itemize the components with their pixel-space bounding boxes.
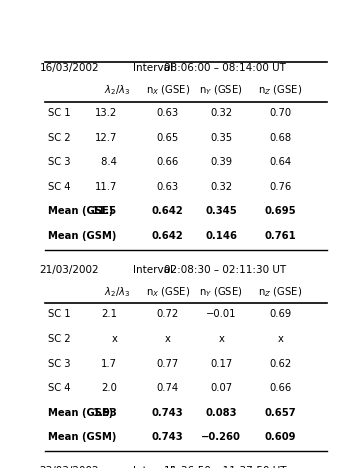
Text: 23/03/2002: 23/03/2002 bbox=[40, 466, 99, 468]
Text: x: x bbox=[165, 334, 171, 344]
Text: 0.66: 0.66 bbox=[156, 157, 179, 167]
Text: n$_Y$ (GSE): n$_Y$ (GSE) bbox=[199, 285, 243, 299]
Text: Mean (GSM): Mean (GSM) bbox=[48, 432, 117, 442]
Text: Interval:: Interval: bbox=[132, 265, 176, 275]
Text: 12.7: 12.7 bbox=[95, 132, 117, 143]
Text: SC 2: SC 2 bbox=[48, 334, 71, 344]
Text: 0.609: 0.609 bbox=[265, 432, 296, 442]
Text: x: x bbox=[111, 334, 117, 344]
Text: −0.01: −0.01 bbox=[206, 309, 236, 320]
Text: 0.146: 0.146 bbox=[205, 231, 237, 241]
Text: n$_X$ (GSE): n$_X$ (GSE) bbox=[146, 84, 190, 97]
Text: 2.1: 2.1 bbox=[101, 309, 117, 320]
Text: 8.4: 8.4 bbox=[98, 157, 117, 167]
Text: 0.65: 0.65 bbox=[156, 132, 179, 143]
Text: n$_Y$ (GSE): n$_Y$ (GSE) bbox=[199, 84, 243, 97]
Text: 0.083: 0.083 bbox=[205, 408, 237, 417]
Text: SC 4: SC 4 bbox=[48, 182, 71, 191]
Text: $\lambda_2/\lambda_3$: $\lambda_2/\lambda_3$ bbox=[104, 285, 130, 299]
Text: 2.0: 2.0 bbox=[101, 383, 117, 393]
Text: n$_Z$ (GSE): n$_Z$ (GSE) bbox=[258, 285, 302, 299]
Text: n$_X$ (GSE): n$_X$ (GSE) bbox=[146, 285, 190, 299]
Text: SC 3: SC 3 bbox=[48, 157, 71, 167]
Text: SC 1: SC 1 bbox=[48, 108, 71, 118]
Text: 0.35: 0.35 bbox=[210, 132, 232, 143]
Text: 0.70: 0.70 bbox=[269, 108, 291, 118]
Text: 0.63: 0.63 bbox=[157, 108, 179, 118]
Text: $\lambda_2/\lambda_3$: $\lambda_2/\lambda_3$ bbox=[104, 84, 130, 97]
Text: 11.7: 11.7 bbox=[95, 182, 117, 191]
Text: 1.7: 1.7 bbox=[101, 358, 117, 368]
Text: 0.695: 0.695 bbox=[265, 206, 296, 216]
Text: 0.64: 0.64 bbox=[269, 157, 291, 167]
Text: n$_Z$ (GSE): n$_Z$ (GSE) bbox=[258, 84, 302, 97]
Text: 0.07: 0.07 bbox=[210, 383, 232, 393]
Text: 0.72: 0.72 bbox=[156, 309, 179, 320]
Text: −0.260: −0.260 bbox=[201, 432, 241, 442]
Text: 1.93: 1.93 bbox=[92, 408, 117, 417]
Text: 0.77: 0.77 bbox=[156, 358, 179, 368]
Text: 0.66: 0.66 bbox=[269, 383, 291, 393]
Text: Interval:: Interval: bbox=[132, 63, 176, 73]
Text: x: x bbox=[218, 334, 224, 344]
Text: SC 1: SC 1 bbox=[48, 309, 71, 320]
Text: 0.345: 0.345 bbox=[205, 206, 237, 216]
Text: 0.76: 0.76 bbox=[269, 182, 291, 191]
Text: 0.63: 0.63 bbox=[157, 182, 179, 191]
Text: 02:08:30 – 02:11:30 UT: 02:08:30 – 02:11:30 UT bbox=[164, 265, 286, 275]
Text: 0.32: 0.32 bbox=[210, 182, 232, 191]
Text: 0.68: 0.68 bbox=[269, 132, 291, 143]
Text: 11:36:50 – 11:37:50 UT: 11:36:50 – 11:37:50 UT bbox=[164, 466, 287, 468]
Text: 11.5: 11.5 bbox=[92, 206, 117, 216]
Text: x: x bbox=[277, 334, 283, 344]
Text: 0.69: 0.69 bbox=[269, 309, 291, 320]
Text: 0.642: 0.642 bbox=[152, 231, 184, 241]
Text: 0.743: 0.743 bbox=[152, 408, 184, 417]
Text: 0.62: 0.62 bbox=[269, 358, 291, 368]
Text: 0.39: 0.39 bbox=[210, 157, 232, 167]
Text: 0.642: 0.642 bbox=[152, 206, 184, 216]
Text: 16/03/2002: 16/03/2002 bbox=[40, 63, 99, 73]
Text: 08:06:00 – 08:14:00 UT: 08:06:00 – 08:14:00 UT bbox=[164, 63, 286, 73]
Text: 0.32: 0.32 bbox=[210, 108, 232, 118]
Text: 13.2: 13.2 bbox=[95, 108, 117, 118]
Text: SC 3: SC 3 bbox=[48, 358, 71, 368]
Text: 0.657: 0.657 bbox=[265, 408, 296, 417]
Text: 0.74: 0.74 bbox=[157, 383, 179, 393]
Text: SC 4: SC 4 bbox=[48, 383, 71, 393]
Text: 21/03/2002: 21/03/2002 bbox=[40, 265, 99, 275]
Text: Mean (GSE): Mean (GSE) bbox=[48, 206, 114, 216]
Text: Mean (GSE): Mean (GSE) bbox=[48, 408, 114, 417]
Text: 0.761: 0.761 bbox=[264, 231, 296, 241]
Text: 0.743: 0.743 bbox=[152, 432, 184, 442]
Text: 0.17: 0.17 bbox=[210, 358, 232, 368]
Text: SC 2: SC 2 bbox=[48, 132, 71, 143]
Text: Mean (GSM): Mean (GSM) bbox=[48, 231, 117, 241]
Text: Interval:: Interval: bbox=[132, 466, 176, 468]
